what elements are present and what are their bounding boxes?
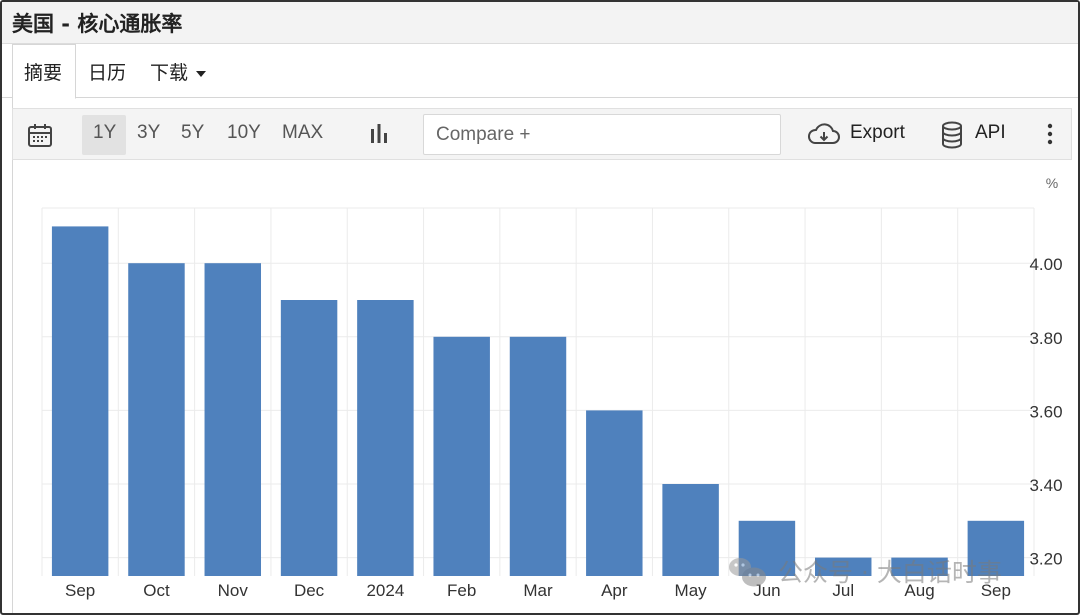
y-tick-label: 3.40 [1029,476,1062,495]
api-button[interactable]: API [975,122,1006,143]
chart-toolbar: 1Y 3Y 5Y 10Y MAX Export API [12,108,1072,160]
unit-label: % [1046,175,1058,191]
x-tick-label: Mar [523,581,553,600]
bar[interactable] [662,484,719,576]
calendar-icon[interactable] [27,122,53,154]
title-bar: 美国 - 核心通胀率 [2,2,1078,44]
x-tick-label: 2024 [366,581,404,600]
bar[interactable] [204,263,262,576]
export-button[interactable]: Export [850,122,905,143]
x-tick-label: Dec [294,581,325,600]
range-5y-button[interactable]: 5Y [181,122,205,143]
active-tab-indicator [12,44,76,99]
range-selected-highlight [82,115,126,155]
bar[interactable] [280,300,338,576]
range-3y-button[interactable]: 3Y [137,122,161,143]
x-tick-label: Jul [832,581,854,600]
range-1y-button[interactable]: 1Y [93,122,117,143]
bar[interactable] [586,410,643,576]
x-tick-label: Jun [753,581,780,600]
y-tick-label: 3.80 [1029,329,1062,348]
caret-down-icon [196,70,207,77]
y-tick-label: 3.60 [1029,402,1062,421]
bar[interactable] [967,520,1025,576]
x-tick-label: Apr [601,581,628,600]
x-tick-label: Feb [447,581,476,600]
page-title: 美国 - 核心通胀率 [12,12,183,36]
bar-chart-icon[interactable] [369,123,389,151]
y-tick-label: 4.00 [1029,255,1062,274]
x-tick-label: Nov [218,581,249,600]
x-tick-label: Oct [143,581,170,600]
compare-box [423,114,781,155]
x-tick-label: Sep [65,581,95,600]
content-panel [12,98,1078,613]
wechat-icon [729,558,766,587]
range-max-button[interactable]: MAX [282,122,324,143]
bar[interactable] [357,300,414,576]
tab-bar: 摘要 日历 下载 [2,44,1078,99]
y-tick-label: 3.20 [1029,550,1062,569]
bar[interactable] [509,336,567,576]
bar[interactable] [51,226,109,576]
watermark: 公众号 · 大白话时事 [729,558,1002,587]
tab-calendar[interactable]: 日历 [88,62,127,84]
tab-download[interactable]: 下载 [150,58,207,85]
x-tick-label: Aug [904,581,934,600]
database-icon[interactable] [941,121,963,155]
bar[interactable] [891,557,948,576]
x-tick-label: Sep [981,581,1011,600]
watermark-text: 公众号 · 大白话时事 [778,558,1002,587]
cloud-download-icon[interactable] [807,123,841,153]
x-tick-label: May [675,581,708,600]
bar[interactable] [814,557,872,576]
bar[interactable] [128,263,185,576]
tab-download-label: 下载 [150,62,189,84]
tab-summary[interactable]: 摘要 [24,62,63,84]
range-10y-button[interactable]: 10Y [227,122,261,143]
compare-input[interactable] [436,124,736,146]
more-vertical-icon[interactable] [1047,123,1053,151]
bar[interactable] [433,336,490,576]
